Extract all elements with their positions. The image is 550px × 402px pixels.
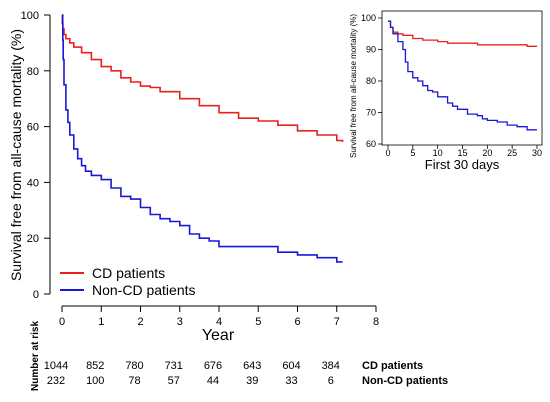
legend-label-cd: CD patients	[92, 265, 165, 281]
risk-row-cd: 1044 852 780 731 676 643 604 384	[44, 360, 340, 372]
main-y-tick-label: 100	[21, 10, 39, 22]
main-x-tick-label: 5	[255, 316, 261, 328]
risk-count-cell: 100	[86, 375, 104, 387]
risk-count-cell: 852	[86, 360, 104, 372]
inset-plot-frame	[381, 10, 543, 146]
inset-curve-cd	[388, 20, 537, 47]
risk-count-cell: 1044	[44, 360, 68, 372]
risk-count-cell: 676	[204, 360, 222, 372]
risk-count-cell: 731	[165, 360, 183, 372]
risk-row-label-cd: CD patients	[362, 360, 423, 372]
main-x-ticks: 0 1 2 3 4 5 6 7 8	[59, 306, 379, 328]
inset-y-tick-label: 70	[366, 108, 376, 118]
main-x-tick-label: 4	[216, 316, 222, 328]
main-survival-chart: 0 20 40 60 80 100 0 1 2 3 4 5 6 7 8 Survival free fro…	[8, 10, 379, 344]
main-x-tick-label: 8	[373, 316, 379, 328]
inset-x-tick-label: 25	[507, 148, 517, 158]
risk-count-cell: 39	[246, 375, 258, 387]
main-x-axis-label: Year	[202, 327, 235, 344]
risk-row-label-non-cd: Non-CD patients	[362, 375, 448, 387]
risk-count-cell: 643	[243, 360, 261, 372]
inset-x-tick-label: 15	[457, 148, 467, 158]
main-curve-non-cd	[61, 14, 343, 263]
risk-count-cell: 232	[47, 375, 65, 387]
inset-x-tick-label: 30	[532, 148, 542, 158]
main-curves	[61, 14, 344, 263]
risk-count-cell: 6	[328, 375, 334, 387]
inset-first-30-days-chart: 60 70 80 90 100 0 5 10 15 20 25 30 Survival free f…	[349, 10, 543, 172]
inset-y-tick-label: 100	[361, 13, 376, 23]
inset-y-tick-label: 60	[366, 139, 376, 149]
risk-count-cell: 33	[285, 375, 297, 387]
inset-curve-non-cd	[388, 20, 537, 131]
main-x-tick-label: 1	[98, 316, 104, 328]
legend-label-non-cd: Non-CD patients	[92, 282, 196, 298]
main-y-tick-label: 0	[33, 289, 39, 301]
risk-count-cell: 78	[128, 375, 140, 387]
main-y-tick-label: 40	[27, 177, 39, 189]
risk-count-cell: 384	[322, 360, 340, 372]
main-y-ticks: 0 20 40 60 80 100	[21, 10, 50, 301]
inset-y-ticks: 60 70 80 90 100	[361, 13, 382, 149]
inset-x-ticks: 0 5 10 15 20 25 30	[385, 145, 542, 158]
main-y-tick-label: 80	[27, 66, 39, 78]
main-x-tick-label: 6	[294, 316, 300, 328]
main-x-tick-label: 7	[334, 316, 340, 328]
risk-count-cell: 780	[125, 360, 143, 372]
inset-x-axis-label: First 30 days	[425, 157, 500, 172]
inset-y-tick-label: 80	[366, 76, 376, 86]
inset-x-tick-label: 0	[385, 148, 390, 158]
main-y-tick-label: 20	[27, 233, 39, 245]
inset-y-tick-label: 90	[366, 45, 376, 55]
number-at-risk-table: Number at risk 1044 852 780 731 676 643 604 384…	[30, 321, 448, 391]
main-curve-cd	[62, 14, 344, 142]
inset-x-tick-label: 5	[410, 148, 415, 158]
risk-row-non-cd: 232 100 78 57 44 39 33 6	[47, 375, 334, 387]
main-x-tick-label: 2	[137, 316, 143, 328]
risk-count-cell: 44	[207, 375, 219, 387]
main-y-axis-label: Survival free from all-cause mortality (…	[8, 29, 24, 281]
risk-count-cell: 604	[282, 360, 300, 372]
number-at-risk-title: Number at risk	[30, 321, 41, 391]
main-x-tick-label: 3	[177, 316, 183, 328]
inset-x-tick-label: 20	[482, 148, 492, 158]
inset-y-axis-label: Survival free from all-cause mortality (…	[349, 14, 358, 158]
main-x-tick-label: 0	[59, 316, 65, 328]
inset-x-tick-label: 10	[433, 148, 443, 158]
main-y-tick-label: 60	[27, 122, 39, 134]
inset-curves	[388, 20, 537, 131]
risk-count-cell: 57	[168, 375, 180, 387]
main-legend: CD patients Non-CD patients	[60, 265, 196, 298]
